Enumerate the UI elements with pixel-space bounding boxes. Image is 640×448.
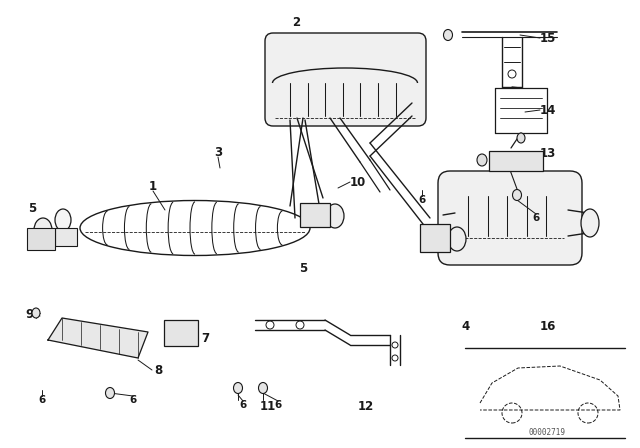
- Text: 14: 14: [540, 103, 556, 116]
- FancyBboxPatch shape: [489, 151, 543, 171]
- Ellipse shape: [581, 209, 599, 237]
- FancyBboxPatch shape: [27, 228, 55, 250]
- Text: 5: 5: [28, 202, 36, 215]
- Text: 00002719: 00002719: [529, 427, 566, 436]
- Text: 9: 9: [26, 307, 34, 320]
- Text: 16: 16: [540, 320, 556, 333]
- Text: 7: 7: [201, 332, 209, 345]
- Text: 6: 6: [275, 400, 282, 410]
- FancyBboxPatch shape: [438, 171, 582, 265]
- Text: 11: 11: [260, 401, 276, 414]
- Ellipse shape: [513, 190, 522, 201]
- Ellipse shape: [517, 133, 525, 143]
- FancyBboxPatch shape: [300, 203, 330, 227]
- Text: 4: 4: [462, 320, 470, 333]
- Text: 10: 10: [350, 176, 366, 189]
- Text: 3: 3: [214, 146, 222, 159]
- FancyBboxPatch shape: [55, 228, 77, 246]
- Ellipse shape: [234, 383, 243, 393]
- Polygon shape: [48, 318, 148, 358]
- Text: 6: 6: [129, 395, 136, 405]
- Ellipse shape: [106, 388, 115, 399]
- Ellipse shape: [448, 227, 466, 251]
- Text: 12: 12: [358, 401, 374, 414]
- Text: 2: 2: [292, 16, 300, 29]
- Ellipse shape: [326, 204, 344, 228]
- Text: 8: 8: [154, 363, 162, 376]
- Ellipse shape: [34, 218, 52, 242]
- Ellipse shape: [477, 154, 487, 166]
- Text: 6: 6: [419, 195, 426, 205]
- Ellipse shape: [32, 308, 40, 318]
- Text: 6: 6: [532, 213, 540, 223]
- Text: 6: 6: [38, 395, 45, 405]
- Ellipse shape: [55, 209, 71, 231]
- FancyBboxPatch shape: [265, 33, 426, 126]
- Text: 5: 5: [299, 262, 307, 275]
- Text: 1: 1: [149, 180, 157, 193]
- Text: 15: 15: [540, 31, 556, 44]
- FancyBboxPatch shape: [164, 320, 198, 346]
- FancyBboxPatch shape: [420, 224, 450, 252]
- Ellipse shape: [444, 30, 452, 40]
- Text: 6: 6: [239, 400, 246, 410]
- Text: 13: 13: [540, 146, 556, 159]
- Ellipse shape: [259, 383, 268, 393]
